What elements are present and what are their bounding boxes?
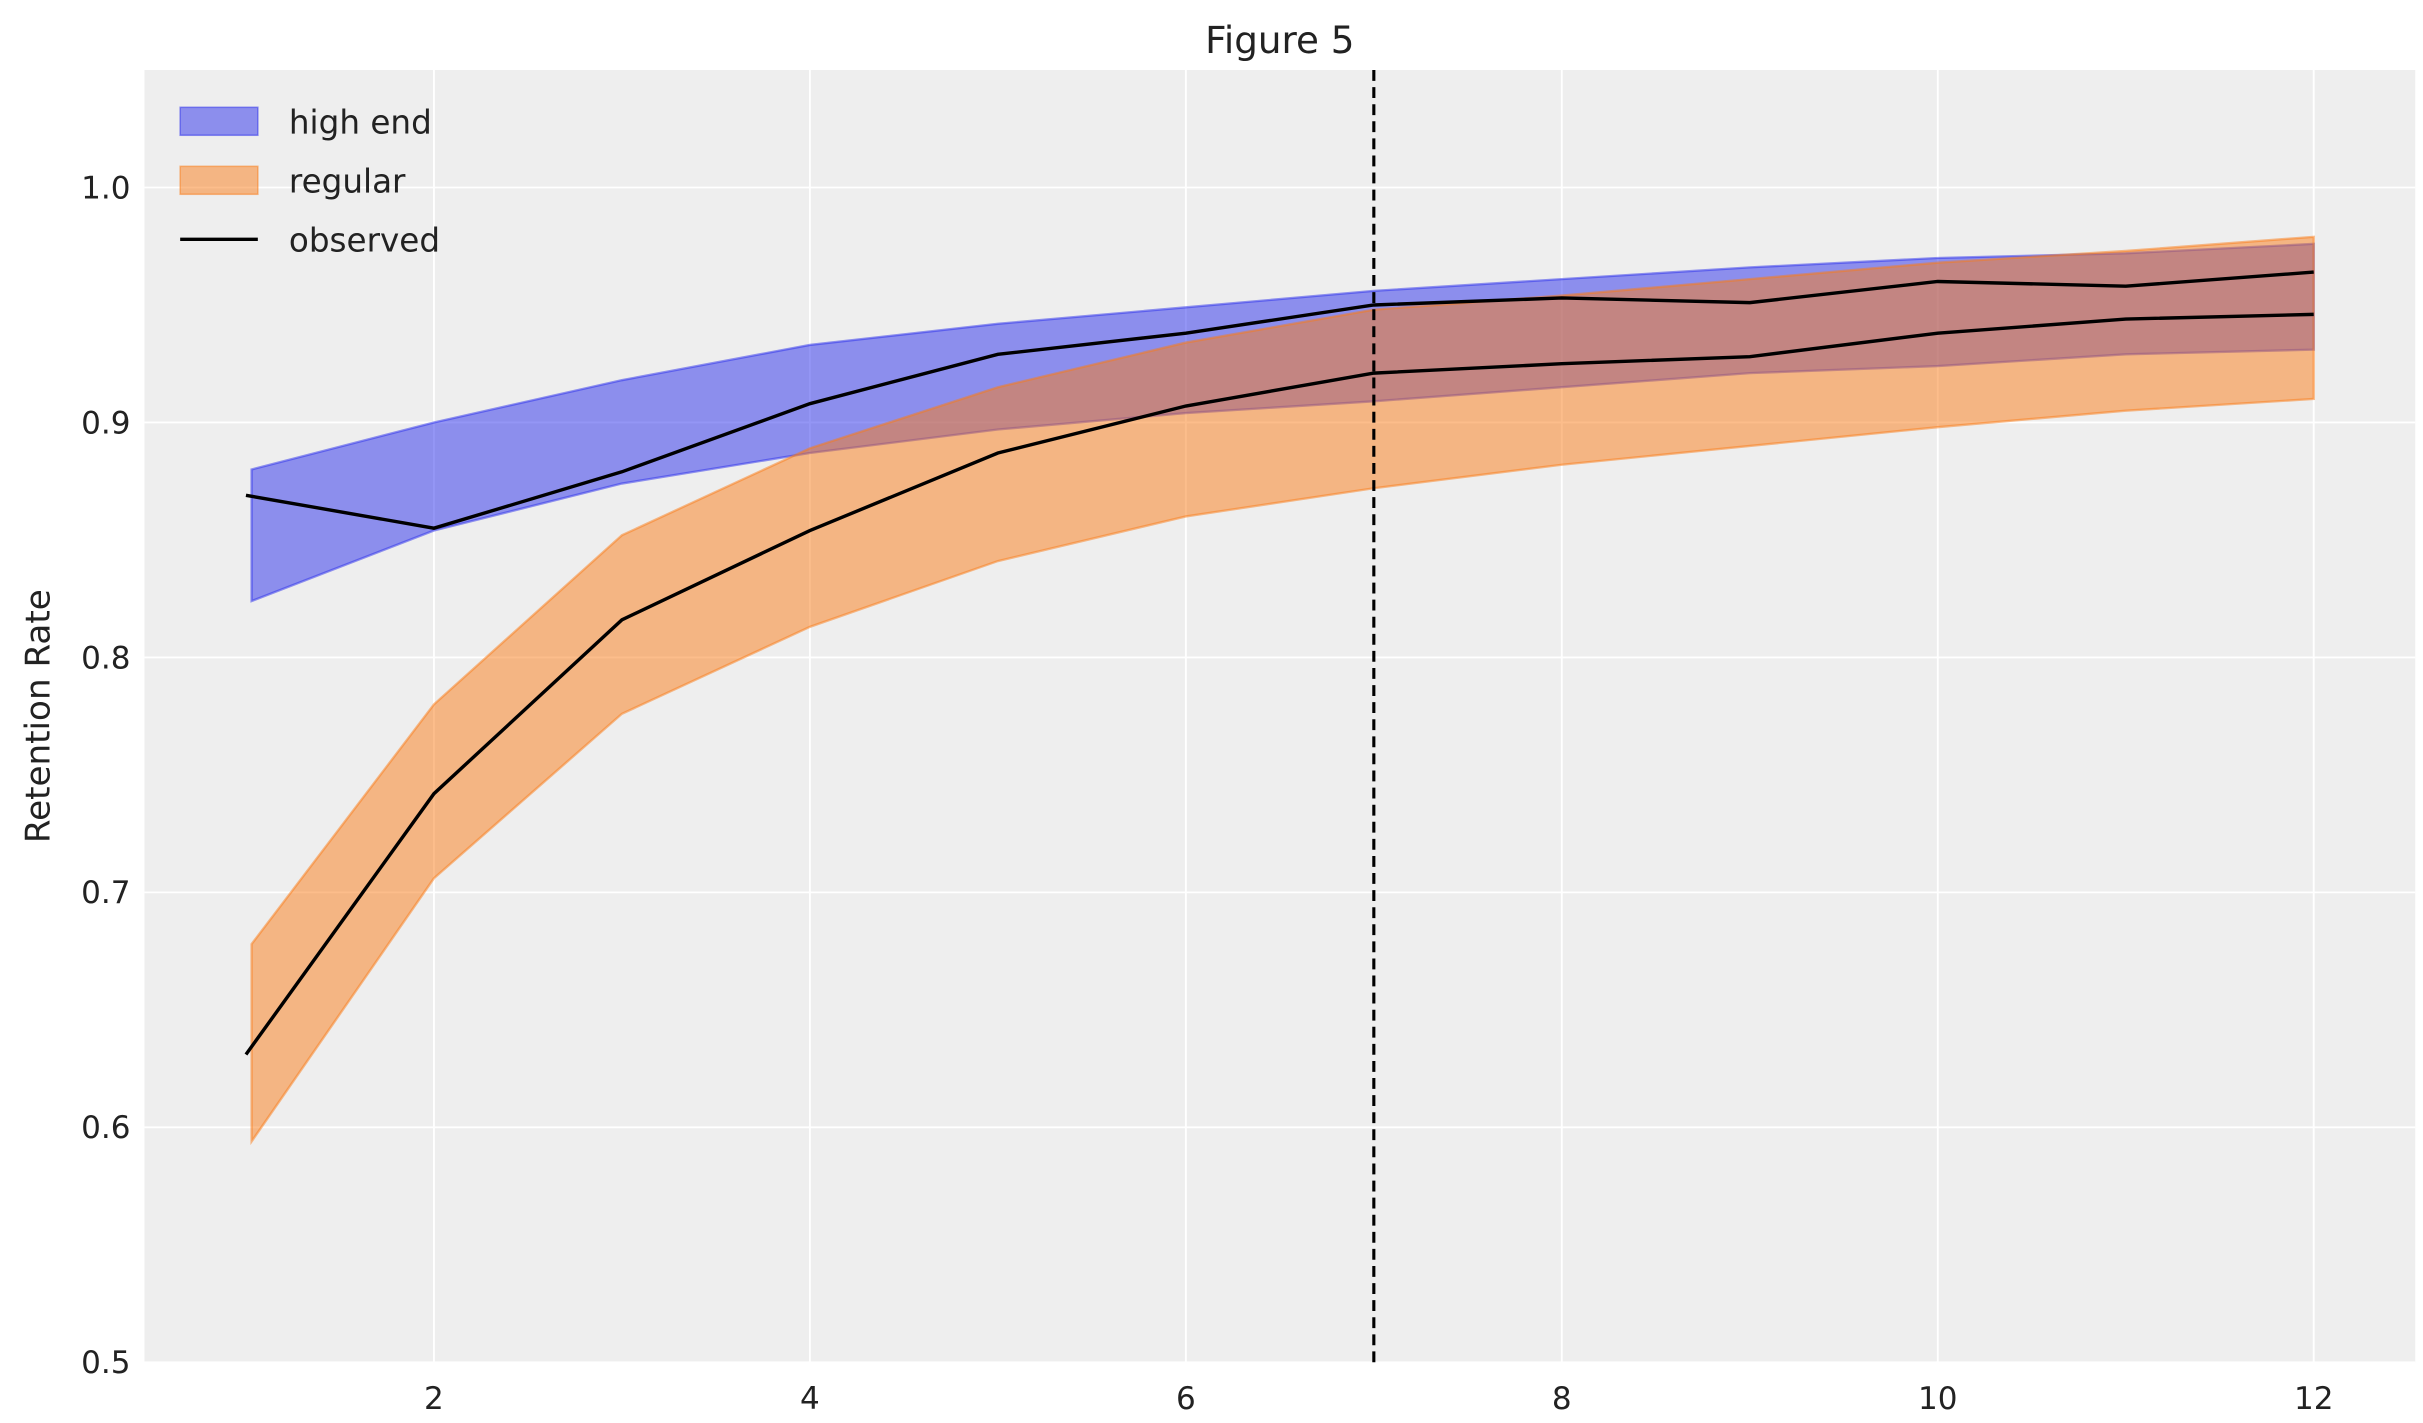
legend-label: observed [289,222,440,260]
x-tick-label: 4 [800,1381,820,1417]
y-axis-label: Retention Rate [19,589,59,843]
y-tick-label: 1.0 [81,170,130,206]
tick-labels: 2 4 6 8 10 12 0.5 0.6 0.7 0.8 0.9 1.0 [81,170,2333,1417]
y-tick-label: 0.7 [81,875,130,911]
x-tick-label: 2 [424,1381,444,1417]
y-tick-label: 0.9 [81,405,130,441]
observed-line-1 [245,270,2314,530]
legend[interactable]: high end regular observed [179,104,440,260]
band-regular [250,235,2315,1146]
legend-swatch-high-end [179,106,259,137]
x-tick-label: 12 [2294,1381,2334,1417]
y-tick-label: 0.6 [81,1110,130,1146]
legend-swatch-regular [179,165,259,196]
x-tick-label: 10 [1918,1381,1958,1417]
bands [250,235,2315,1146]
x-tick-label: 8 [1552,1381,1572,1417]
chart-title: Figure 5 [1205,18,1354,62]
x-tick-label: 6 [1176,1381,1196,1417]
y-tick-label: 0.8 [81,640,130,676]
y-tick-label: 0.5 [81,1345,130,1381]
legend-label: regular [289,163,406,201]
observed-lines [244,270,2314,1056]
legend-label: high end [289,104,432,142]
observed-line-2 [244,312,2314,1056]
